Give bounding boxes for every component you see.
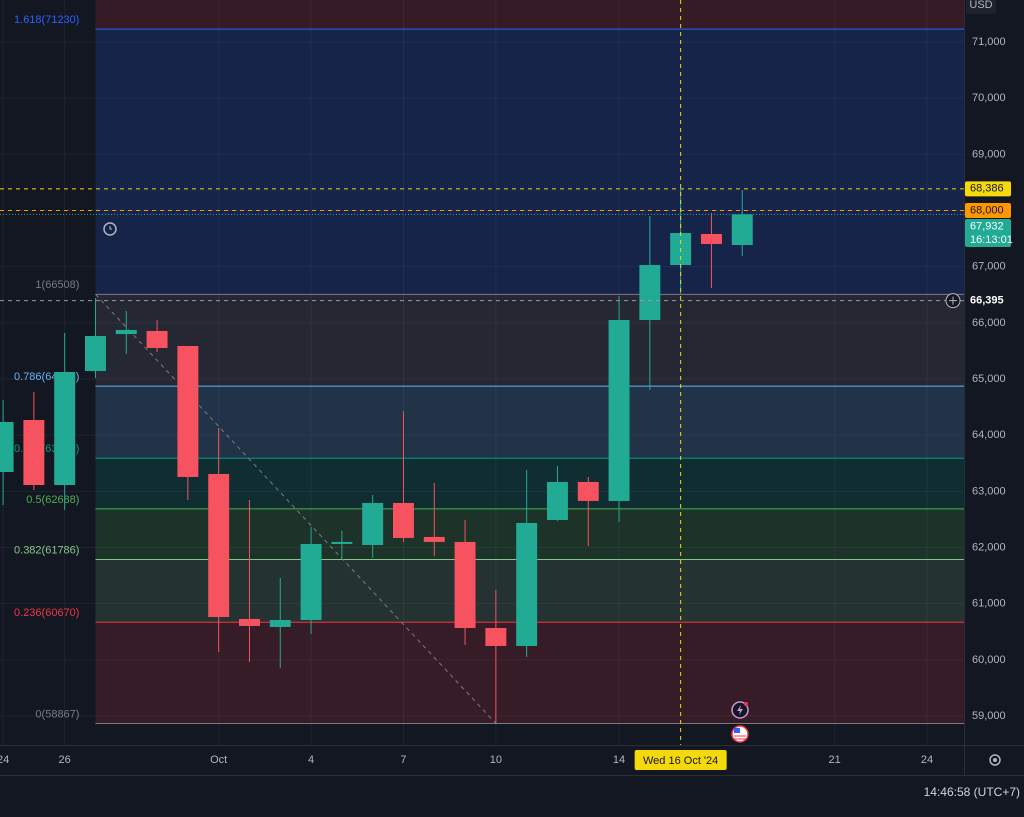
- x-tick-label: 7: [400, 754, 406, 766]
- crosshair-x-box: [634, 750, 727, 770]
- fib-zone: [95, 386, 965, 459]
- candle-body: [608, 319, 630, 501]
- event-icon[interactable]: [731, 701, 749, 719]
- fib-trend-line: [95, 293, 497, 724]
- fib-zone: [95, 294, 965, 387]
- candle-body: [115, 329, 137, 335]
- candle-body: [485, 628, 507, 646]
- y-tick-label: 65,000: [972, 373, 1006, 385]
- y-tick-label: 64,000: [972, 429, 1006, 441]
- currency: USD: [969, 0, 992, 11]
- y-tick-label: 63,000: [972, 485, 1006, 497]
- price-label: 68,386: [970, 183, 1004, 195]
- candle-body: [362, 502, 384, 545]
- fib-label: 0(58867): [35, 708, 79, 720]
- clock: 14:46:58 (UTC+7): [924, 785, 1020, 799]
- candle-body: [423, 536, 445, 542]
- candle-body: [639, 264, 661, 320]
- y-tick-label: 60,000: [972, 654, 1006, 666]
- crosshair-add-icon: [949, 296, 957, 305]
- x-tick-label: 10: [490, 754, 502, 766]
- candle-body: [577, 481, 599, 501]
- fib-zone: [95, 458, 965, 509]
- candle-body: [331, 541, 353, 544]
- us-flag-icon[interactable]: [731, 725, 749, 743]
- crosshair-y-box: [965, 292, 1011, 309]
- fib-label: 0.382(61786): [14, 544, 79, 556]
- fib-label: 0.236(60670): [14, 607, 79, 619]
- x-tick-label: 14: [613, 754, 625, 766]
- price-label: 67,932: [970, 220, 1004, 232]
- candle-body: [269, 619, 291, 627]
- plot-area: 1.618(71230)1(66508)0.786(64873)0.618(63…: [0, 0, 965, 745]
- alert-icon[interactable]: [103, 222, 117, 236]
- y-tick-label: 67,000: [972, 261, 1006, 273]
- candle-body: [85, 335, 106, 371]
- y-tick-label: 59,000: [972, 710, 1006, 722]
- candle-body: [454, 541, 476, 629]
- candle-body: [392, 502, 414, 538]
- y-tick-label: 71,000: [972, 36, 1006, 48]
- price-label-box: [965, 203, 1011, 219]
- crosshair-y-label: 66,395: [970, 295, 1004, 307]
- candle-body: [546, 481, 568, 520]
- x-tick-label: 24: [921, 754, 933, 766]
- candle-body: [238, 618, 260, 626]
- fib-label: 1.618(71230): [14, 14, 79, 26]
- currency-box[interactable]: [966, 0, 996, 14]
- candle-body: [731, 214, 753, 246]
- x-tick-label: 4: [308, 754, 314, 766]
- candle-body: [146, 330, 168, 349]
- settings-icon[interactable]: [989, 754, 1001, 766]
- candle-body: [300, 543, 322, 620]
- candle-body: [177, 345, 199, 477]
- candle-body: [0, 421, 14, 472]
- crosshair-x-label: Wed 16 Oct '24: [643, 755, 718, 767]
- y-tick-label: 69,000: [972, 148, 1006, 160]
- x-tick-label: 26: [59, 754, 71, 766]
- countdown-label: 16:13:01: [970, 234, 1013, 246]
- y-tick-label: 62,000: [972, 541, 1006, 553]
- candle-body: [23, 420, 45, 486]
- y-tick-label: 61,000: [972, 598, 1006, 610]
- price-label-box: [965, 181, 1011, 197]
- candle-body: [54, 371, 76, 486]
- price-label: 68,000: [970, 204, 1004, 216]
- fib-label: 0.5(62688): [26, 494, 79, 506]
- fib-zone: [95, 29, 965, 295]
- x-tick-label: Oct: [210, 754, 227, 766]
- fib-label: 1(66508): [35, 279, 79, 291]
- candle-body: [516, 522, 538, 646]
- fib-top-zone: [95, 0, 965, 30]
- price-label-box: [965, 219, 1011, 248]
- x-tick-label: 24: [0, 754, 9, 766]
- y-tick-label: 66,000: [972, 317, 1006, 329]
- candle-body: [208, 473, 230, 617]
- x-tick-label: 21: [829, 754, 841, 766]
- candle-body: [700, 233, 722, 244]
- y-tick-label: 70,000: [972, 92, 1006, 104]
